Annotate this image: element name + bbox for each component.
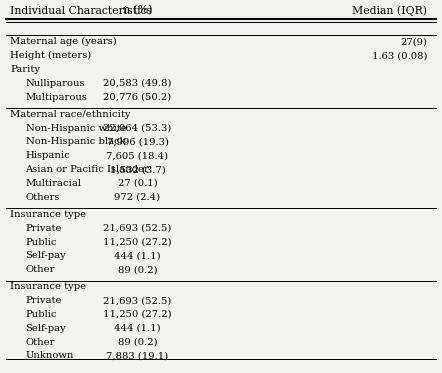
Text: Maternal race/ethnicity: Maternal race/ethnicity <box>10 110 131 119</box>
Text: Private: Private <box>26 296 62 305</box>
Text: Other: Other <box>26 338 55 347</box>
Text: Multiparous: Multiparous <box>26 93 88 102</box>
Text: 7,605 (18.4): 7,605 (18.4) <box>107 151 168 160</box>
Text: Non-Hispanic black: Non-Hispanic black <box>26 137 125 147</box>
Text: 20,583 (49.8): 20,583 (49.8) <box>103 79 172 88</box>
Text: Hispanic: Hispanic <box>26 151 70 160</box>
Text: Individual Characteristics: Individual Characteristics <box>10 6 152 16</box>
Text: Other: Other <box>26 265 55 274</box>
Text: Median (IQR): Median (IQR) <box>352 5 427 16</box>
Text: Maternal age (years): Maternal age (years) <box>10 37 117 47</box>
Text: 1.63 (0.08): 1.63 (0.08) <box>372 51 427 60</box>
Text: Others: Others <box>26 193 60 202</box>
Text: 21,693 (52.5): 21,693 (52.5) <box>103 224 172 233</box>
Text: 22,064 (53.3): 22,064 (53.3) <box>103 123 172 132</box>
Text: 444 (1.1): 444 (1.1) <box>114 324 161 333</box>
Text: 11,250 (27.2): 11,250 (27.2) <box>103 310 172 319</box>
Text: n (%): n (%) <box>123 5 152 16</box>
Text: 7,996 (19.3): 7,996 (19.3) <box>107 137 168 147</box>
Text: Height (meters): Height (meters) <box>10 51 91 60</box>
Text: 11,250 (27.2): 11,250 (27.2) <box>103 238 172 247</box>
Text: Public: Public <box>26 310 57 319</box>
Text: 89 (0.2): 89 (0.2) <box>118 338 157 347</box>
Text: Non-Hispanic white: Non-Hispanic white <box>26 123 126 132</box>
Text: Private: Private <box>26 224 62 233</box>
Text: 27(9): 27(9) <box>400 37 427 46</box>
Text: 89 (0.2): 89 (0.2) <box>118 265 157 274</box>
Text: 20,776 (50.2): 20,776 (50.2) <box>103 93 171 102</box>
Text: 972 (2.4): 972 (2.4) <box>114 193 160 202</box>
Text: Insurance type: Insurance type <box>10 210 86 219</box>
Text: Multiracial: Multiracial <box>26 179 81 188</box>
Text: 7,883 (19.1): 7,883 (19.1) <box>107 351 169 360</box>
Text: Nulliparous: Nulliparous <box>26 79 85 88</box>
Text: Asian or Pacific Islander: Asian or Pacific Islander <box>26 165 149 174</box>
Text: 1,532 (3.7): 1,532 (3.7) <box>110 165 165 174</box>
Text: Parity: Parity <box>10 65 40 74</box>
Text: Unknown: Unknown <box>26 351 74 360</box>
Text: 21,693 (52.5): 21,693 (52.5) <box>103 296 172 305</box>
Text: Public: Public <box>26 238 57 247</box>
Text: 27 (0.1): 27 (0.1) <box>118 179 157 188</box>
Text: Insurance type: Insurance type <box>10 282 86 291</box>
Text: 444 (1.1): 444 (1.1) <box>114 251 161 260</box>
Text: Self-pay: Self-pay <box>26 324 66 333</box>
Text: Self-pay: Self-pay <box>26 251 66 260</box>
